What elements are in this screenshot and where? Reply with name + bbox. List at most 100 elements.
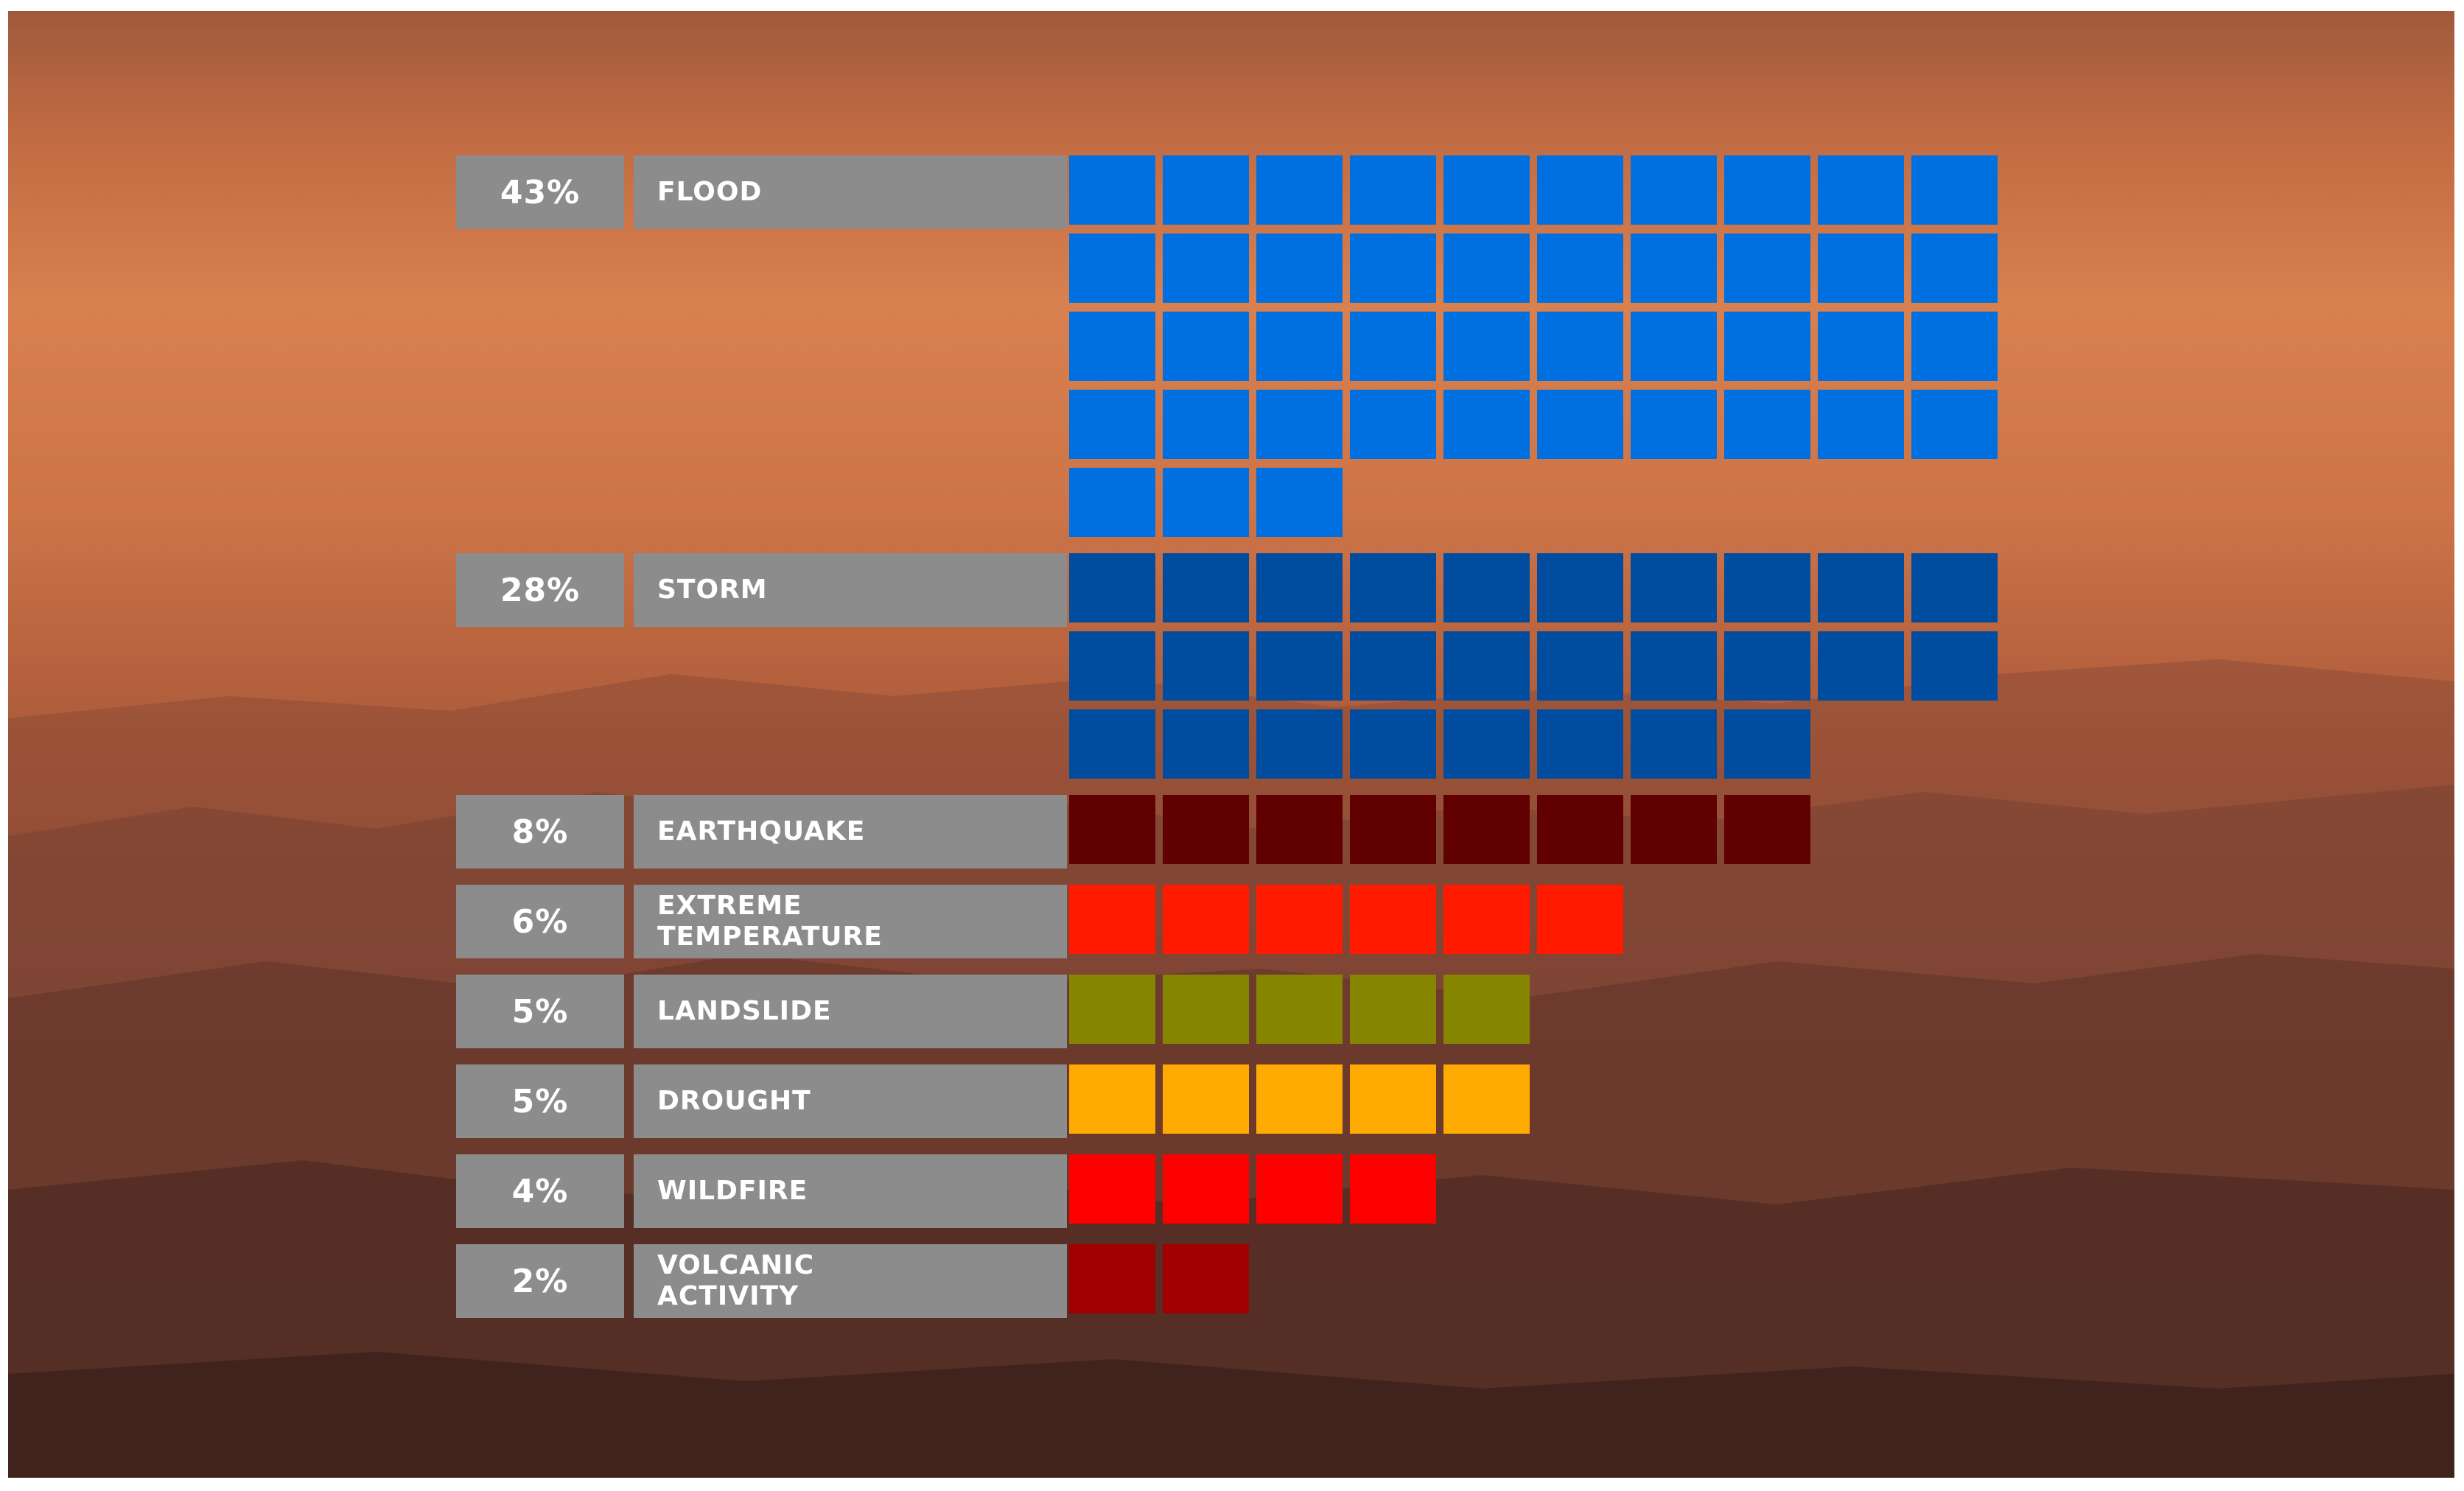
- waffle-cell: [1443, 234, 1530, 303]
- waffle-cell: [1724, 234, 1810, 303]
- waffle-cell: [1069, 1244, 1155, 1313]
- waffle-cell: [1537, 709, 1623, 779]
- waffle-cell: [1631, 312, 1717, 381]
- waffle-cell: [1350, 885, 1436, 954]
- waffle-cell: [1631, 390, 1717, 459]
- waffle-cell: [1069, 885, 1155, 954]
- category-label: VOLCANIC ACTIVITY: [634, 1244, 1067, 1318]
- waffle-cell: [1256, 1154, 1343, 1224]
- waffle-cell: [1350, 312, 1436, 381]
- waffle-chart: 43% FLOOD 28% STORM 8% EARTHQUAKE 6% EXTREME TE…: [8, 11, 2454, 1478]
- waffle-cell: [1631, 795, 1717, 864]
- waffle-cell: [1163, 468, 1249, 537]
- category-label: EXTREME TEMPERATURE: [634, 885, 1067, 958]
- waffle-cell: [1256, 885, 1343, 954]
- waffle-cell: [1350, 390, 1436, 459]
- waffle-cell: [1443, 155, 1530, 225]
- chart-frame: 43% FLOOD 28% STORM 8% EARTHQUAKE 6% EXTREME TE…: [8, 11, 2454, 1478]
- waffle-cell: [1350, 234, 1436, 303]
- waffle-cell: [1069, 234, 1155, 303]
- waffle-cell: [1911, 155, 1998, 225]
- waffle-cell: [1256, 155, 1343, 225]
- percent-label: 5%: [456, 1064, 624, 1138]
- waffle-cell: [1537, 155, 1623, 225]
- waffle-cell: [1537, 885, 1623, 954]
- waffle-cell: [1163, 155, 1249, 225]
- waffle-cell: [1443, 709, 1530, 779]
- waffle-cell: [1818, 312, 1904, 381]
- percent-label: 8%: [456, 795, 624, 869]
- waffle-cell: [1256, 709, 1343, 779]
- waffle-cell: [1911, 312, 1998, 381]
- waffle-cell: [1163, 553, 1249, 622]
- waffle-cell: [1350, 1064, 1436, 1134]
- waffle-cell: [1631, 709, 1717, 779]
- waffle-cell: [1724, 795, 1810, 864]
- waffle-cell: [1163, 390, 1249, 459]
- waffle-cell: [1443, 885, 1530, 954]
- waffle-cell: [1443, 1064, 1530, 1134]
- waffle-cell: [1537, 553, 1623, 622]
- waffle-cell: [1631, 553, 1717, 622]
- waffle-cell: [1724, 312, 1810, 381]
- category-label: FLOOD: [634, 155, 1067, 229]
- waffle-cell: [1069, 975, 1155, 1044]
- waffle-cell: [1069, 312, 1155, 381]
- waffle-cell: [1443, 975, 1530, 1044]
- category-label: WILDFIRE: [634, 1154, 1067, 1228]
- waffle-cell: [1818, 390, 1904, 459]
- waffle-cell: [1537, 390, 1623, 459]
- waffle-cell: [1818, 155, 1904, 225]
- waffle-cell: [1443, 795, 1530, 864]
- waffle-cell: [1443, 553, 1530, 622]
- waffle-cell: [1537, 795, 1623, 864]
- waffle-cell: [1724, 631, 1810, 701]
- waffle-cell: [1350, 795, 1436, 864]
- waffle-cell: [1256, 975, 1343, 1044]
- waffle-cell: [1256, 553, 1343, 622]
- waffle-cell: [1818, 234, 1904, 303]
- mountain-layer-foreground: [8, 1352, 2454, 1478]
- waffle-cell: [1350, 631, 1436, 701]
- waffle-cell: [1163, 312, 1249, 381]
- waffle-cell: [1163, 1244, 1249, 1313]
- waffle-cell: [1911, 234, 1998, 303]
- waffle-cell: [1724, 709, 1810, 779]
- percent-label: 6%: [456, 885, 624, 958]
- waffle-cell: [1537, 234, 1623, 303]
- waffle-cell: [1818, 553, 1904, 622]
- waffle-cell: [1443, 312, 1530, 381]
- waffle-cell: [1818, 631, 1904, 701]
- category-label: DROUGHT: [634, 1064, 1067, 1138]
- waffle-cell: [1724, 390, 1810, 459]
- waffle-cell: [1163, 709, 1249, 779]
- waffle-cell: [1256, 390, 1343, 459]
- waffle-cell: [1163, 795, 1249, 864]
- waffle-cell: [1911, 553, 1998, 622]
- waffle-cell: [1443, 631, 1530, 701]
- waffle-cell: [1256, 312, 1343, 381]
- waffle-cell: [1163, 234, 1249, 303]
- waffle-cell: [1350, 553, 1436, 622]
- percent-label: 28%: [456, 553, 624, 627]
- waffle-cell: [1443, 390, 1530, 459]
- waffle-cell: [1350, 709, 1436, 779]
- waffle-cell: [1256, 631, 1343, 701]
- waffle-cell: [1631, 631, 1717, 701]
- waffle-cell: [1724, 553, 1810, 622]
- waffle-cell: [1256, 1064, 1343, 1134]
- waffle-cell: [1069, 1154, 1155, 1224]
- percent-label: 2%: [456, 1244, 624, 1318]
- waffle-cell: [1069, 553, 1155, 622]
- waffle-cell: [1537, 312, 1623, 381]
- waffle-cell: [1631, 155, 1717, 225]
- waffle-cell: [1724, 155, 1810, 225]
- waffle-cell: [1069, 709, 1155, 779]
- category-label: STORM: [634, 553, 1067, 627]
- waffle-cell: [1911, 631, 1998, 701]
- waffle-cell: [1163, 1064, 1249, 1134]
- waffle-cell: [1256, 468, 1343, 537]
- waffle-cell: [1537, 631, 1623, 701]
- waffle-cell: [1256, 234, 1343, 303]
- waffle-cell: [1069, 390, 1155, 459]
